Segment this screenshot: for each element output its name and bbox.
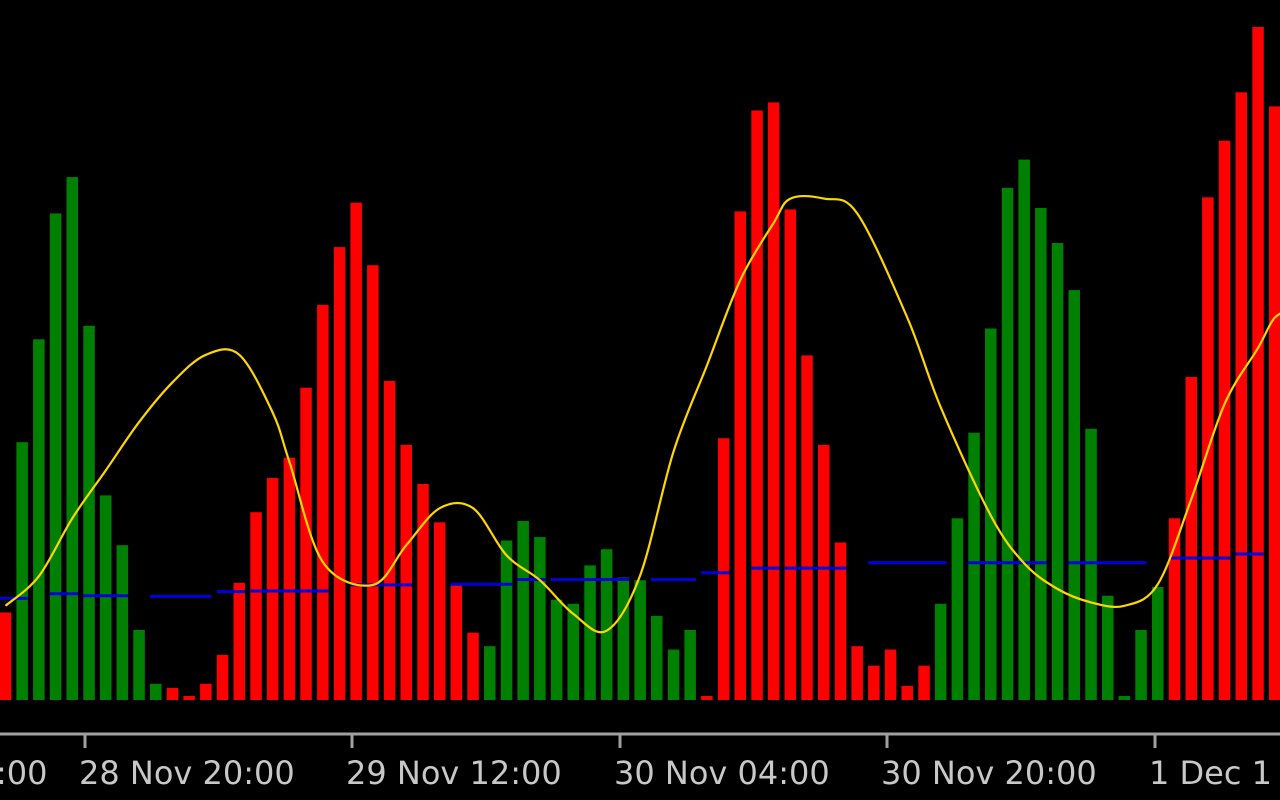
histogram-bar [1102, 595, 1114, 700]
histogram-bar [634, 580, 646, 700]
histogram-bar [851, 646, 863, 700]
histogram-bar [584, 565, 596, 700]
x-tick-label-clipped: :00 [0, 754, 48, 792]
histogram-bar [767, 102, 780, 700]
histogram-bar [450, 584, 463, 700]
histogram-bar [150, 683, 162, 700]
histogram-bar [49, 213, 62, 700]
histogram-bar [968, 432, 980, 700]
histogram-bar [83, 325, 95, 700]
histogram-bar [99, 495, 112, 700]
histogram-bar [734, 211, 746, 700]
x-tick-label: 28 Nov 20:00 [79, 754, 295, 792]
histogram-bar [1018, 159, 1030, 701]
histogram-bar [183, 696, 195, 700]
histogram-bar [667, 649, 680, 700]
histogram-bar [1269, 106, 1280, 700]
histogram-bar [818, 444, 830, 700]
histogram-bar [333, 247, 346, 700]
x-tick-label: 30 Nov 04:00 [614, 754, 830, 792]
histogram-bar [1135, 630, 1147, 700]
histogram-bar [33, 339, 45, 700]
histogram-bar [1068, 290, 1080, 700]
histogram-bar [0, 612, 12, 700]
histogram-bar [283, 457, 296, 700]
histogram-bar [367, 265, 379, 700]
histogram-bar [1218, 140, 1231, 700]
histogram-bar [751, 110, 763, 700]
histogram-bar [417, 484, 429, 700]
histogram-bar [266, 477, 279, 700]
histogram-bar [317, 304, 329, 700]
histogram-bar [1252, 27, 1264, 700]
histogram-bar [66, 177, 78, 701]
histogram-bar [550, 599, 563, 700]
histogram-bar [350, 202, 362, 700]
histogram-bar [400, 444, 412, 700]
histogram-bar [166, 687, 179, 700]
histogram-bar [500, 540, 513, 700]
histogram-bar [884, 649, 897, 700]
level-line [0, 552, 1264, 600]
histogram-bar [200, 683, 212, 700]
histogram-bar [1051, 243, 1064, 700]
histogram-bar [784, 209, 797, 700]
histogram-bar [133, 630, 145, 700]
x-axis-ticks: 28 Nov 20:00 29 Nov 12:00 30 Nov 04:00 30 N… [79, 734, 1272, 792]
histogram-bar [1035, 208, 1047, 700]
histogram-bar [1152, 586, 1164, 700]
x-tick-label: 1 Dec 1 [1149, 754, 1272, 792]
histogram-bar [433, 522, 446, 700]
histogram-bar [467, 632, 479, 700]
histogram-bar [16, 442, 28, 700]
histogram-bar [300, 387, 312, 700]
histogram-bar [534, 537, 546, 700]
histogram-bar [801, 355, 813, 700]
histogram-bar [567, 603, 579, 700]
histogram-bar [1118, 696, 1131, 700]
histogram-bar [651, 615, 663, 700]
histogram-bar [600, 549, 613, 700]
signal-line [4, 195, 1280, 634]
histogram-bar [701, 696, 713, 700]
histogram-bar [717, 438, 730, 700]
histogram-bar [868, 665, 880, 700]
histogram-bar [901, 685, 913, 700]
histogram-bar [951, 518, 964, 700]
x-tick-label: 29 Nov 12:00 [346, 754, 562, 792]
histogram-bar [1001, 187, 1014, 701]
histogram-bar [517, 521, 529, 700]
histogram-bar [250, 512, 262, 700]
x-tick-label: 30 Nov 20:00 [881, 754, 1097, 792]
histogram-bar [116, 545, 129, 700]
histogram-bar [834, 542, 847, 700]
histogram-bar [383, 381, 396, 700]
histogram-bar [1168, 518, 1181, 700]
histogram-bar [216, 654, 229, 700]
histogram-bar [1085, 428, 1097, 700]
histogram-bar [233, 582, 245, 700]
histogram-bar [934, 603, 947, 700]
histogram-bar [617, 577, 630, 700]
histogram-bar [918, 665, 930, 700]
histogram-bar [484, 646, 496, 700]
histogram-bar [684, 630, 696, 700]
histogram-bar [1235, 92, 1247, 701]
histogram-bar [1185, 377, 1197, 700]
